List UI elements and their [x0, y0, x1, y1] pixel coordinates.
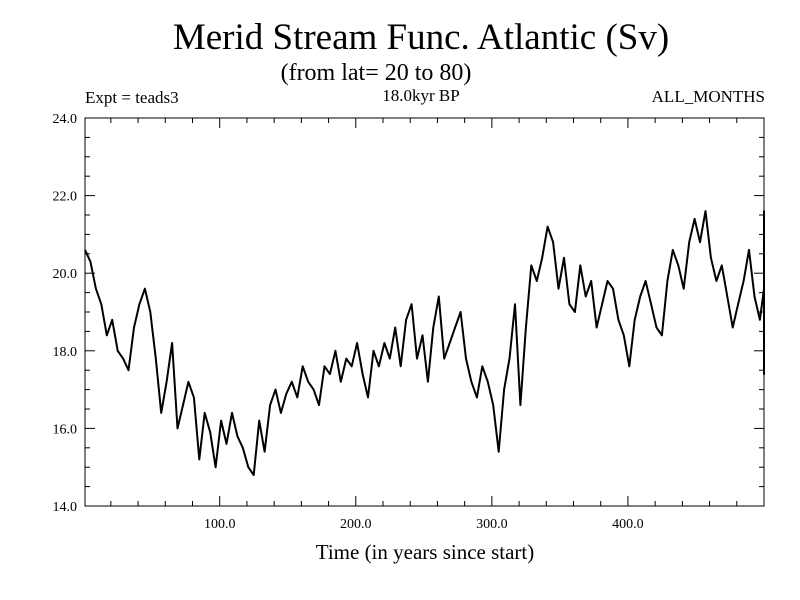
y-tick-label: 16.0 [53, 422, 78, 437]
y-tick-label: 18.0 [53, 345, 78, 360]
axis-ticks [85, 117, 764, 507]
y-tick-label: 14.0 [53, 500, 78, 515]
series-line [84, 210, 765, 476]
months-label: ALL_MONTHS [651, 87, 765, 106]
x-tick-label: 300.0 [476, 517, 508, 532]
tick-labels: 14.0 16.0 18.0 20.0 22.0 24.0 100.0 200.0 300.0 4… [53, 112, 644, 532]
chart-subtitle: (from lat= 20 to 80) [280, 60, 472, 86]
plot-frame [84, 117, 765, 507]
x-tick-label: 400.0 [612, 517, 644, 532]
y-tick-label: 20.0 [53, 267, 78, 282]
chart-title: Merid Stream Func. Atlantic (Sv) [172, 17, 670, 58]
experiment-label: Expt = teads3 [85, 88, 179, 107]
period-label: 18.0kyr BP [382, 86, 460, 105]
x-tick-label: 100.0 [204, 517, 236, 532]
y-tick-label: 24.0 [53, 112, 78, 127]
x-tick-label: 200.0 [340, 517, 372, 532]
y-tick-label: 22.0 [53, 190, 78, 205]
x-axis-label: Time (in years since start) [315, 540, 535, 564]
